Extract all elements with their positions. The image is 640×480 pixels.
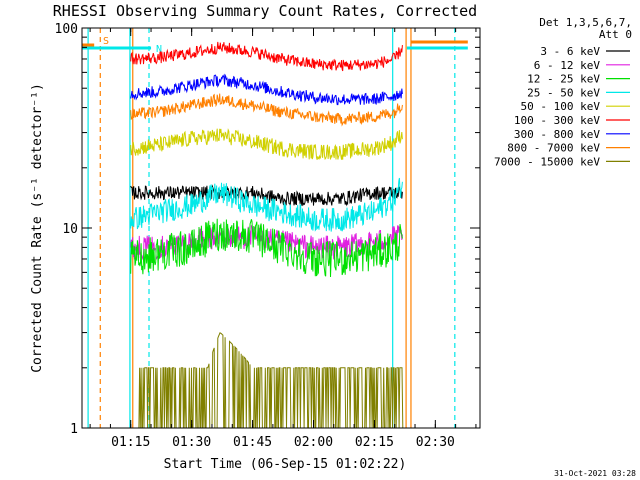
- chart-title: RHESSI Observing Summary Count Rates, Co…: [53, 2, 477, 20]
- y-tick-label-1: 10: [62, 222, 78, 237]
- y-tick-label-0: 1: [70, 422, 78, 437]
- series-line-5: [130, 41, 403, 72]
- series-line-3: [130, 177, 403, 232]
- legend-label-8: 7000 - 15000 keV: [494, 155, 600, 168]
- marker-label-n: N: [156, 44, 162, 55]
- timestamp: 31-Oct-2021 03:28: [554, 469, 636, 478]
- x-tick-label-1: 01:30: [172, 435, 211, 450]
- plot-area: SN: [82, 28, 468, 429]
- series-line-2: [130, 218, 403, 278]
- x-tick-label-0: 01:15: [111, 435, 150, 450]
- legend-header-line-2: Att 0: [599, 28, 632, 41]
- legend-label-1: 6 - 12 keV: [534, 59, 601, 72]
- legend-label-2: 12 - 25 keV: [527, 73, 600, 86]
- series-line-1: [130, 225, 403, 261]
- legend-label-4: 50 - 100 keV: [521, 100, 601, 113]
- legend-label-7: 800 - 7000 keV: [507, 142, 600, 155]
- legend-header-line-1: Det 1,3,5,6,7,: [539, 16, 632, 29]
- series-line-6: [130, 73, 403, 106]
- series-line-4: [130, 128, 403, 160]
- marker-label-s: S: [103, 36, 109, 47]
- x-axis-label: Start Time (06-Sep-15 01:02:22): [164, 457, 407, 472]
- x-tick-label-3: 02:00: [294, 435, 333, 450]
- legend-label-3: 25 - 50 keV: [527, 86, 600, 99]
- legend-label-0: 3 - 6 keV: [540, 45, 600, 58]
- x-tick-label-5: 02:30: [416, 435, 455, 450]
- series-line-7: [130, 93, 403, 127]
- x-tick-label-4: 02:15: [355, 435, 394, 450]
- axis-ticks: 01:15 01:30 01:45 02:00 02:15 02:30 1 10 100: [55, 22, 481, 450]
- legend-label-5: 100 - 300 keV: [514, 114, 600, 127]
- y-axis-label: Corrected Count Rate (s⁻¹ detector⁻¹): [30, 83, 45, 373]
- series-line-0: [130, 184, 403, 207]
- x-tick-label-2: 01:45: [233, 435, 272, 450]
- y-tick-label-2: 100: [55, 22, 78, 37]
- legend-label-6: 300 - 800 keV: [514, 128, 600, 141]
- series-line-8: [138, 332, 404, 429]
